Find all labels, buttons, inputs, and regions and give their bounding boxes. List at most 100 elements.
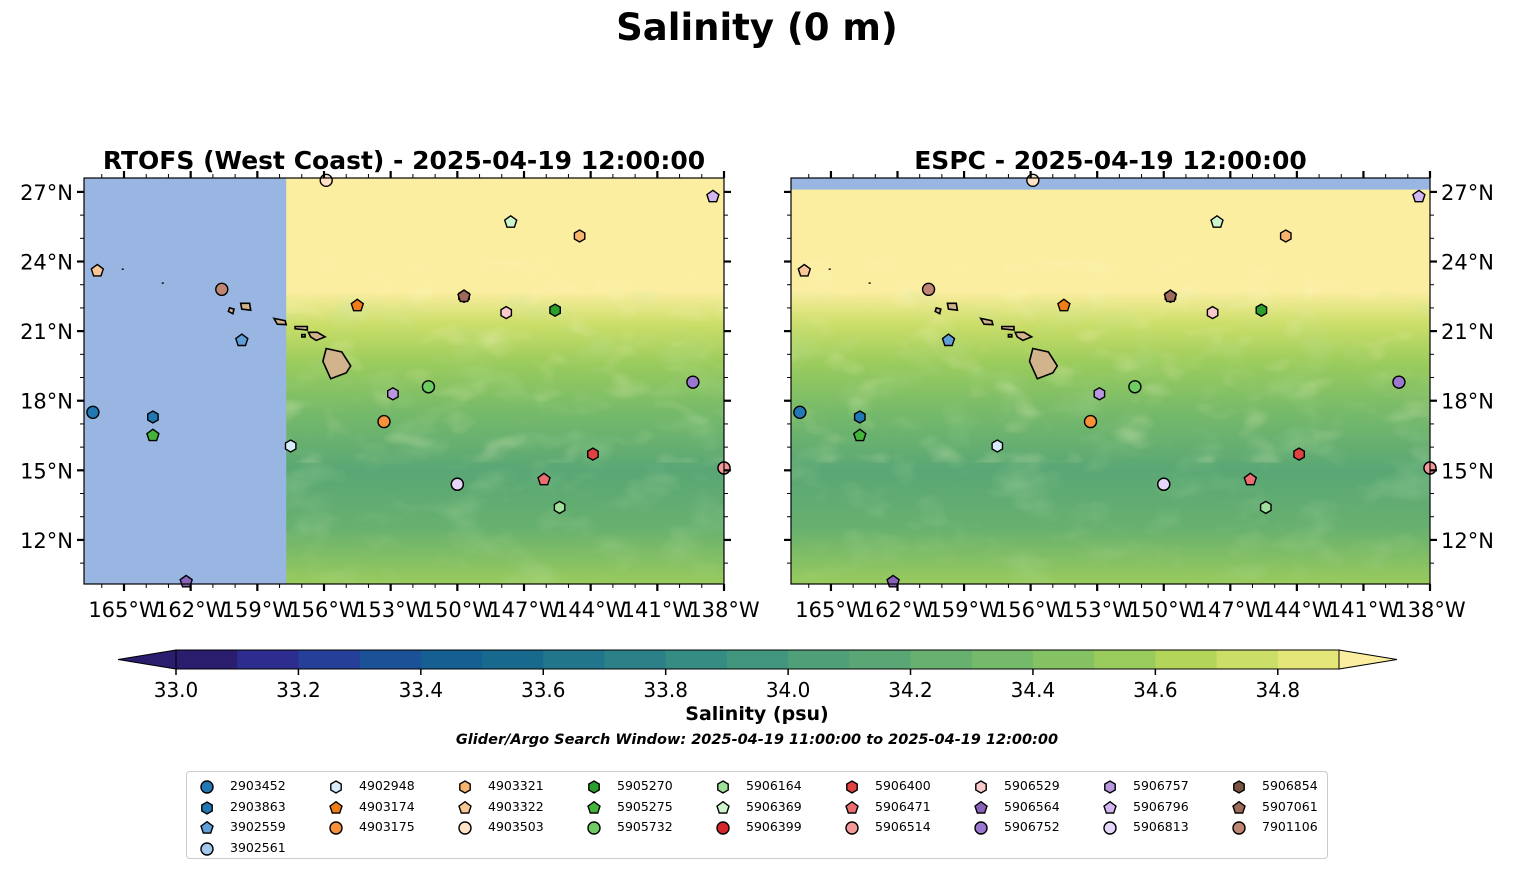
- pentagon-marker-icon: [1232, 800, 1246, 814]
- xtick-label: 150°W: [422, 598, 494, 622]
- xtick-label: 147°W: [1195, 598, 1267, 622]
- legend-marker-2903452: [200, 780, 214, 794]
- land-island: [1028, 347, 1059, 380]
- obs-marker-4903174: [1057, 298, 1071, 312]
- colorbar-tick-label: 34.0: [766, 678, 811, 702]
- obs-marker-5906369: [503, 214, 518, 228]
- legend-label: 5906854: [1262, 778, 1318, 793]
- land-island: [294, 325, 309, 331]
- legend-marker-3902559: [200, 821, 214, 834]
- land-island: [227, 306, 235, 315]
- obs-marker-4903175: [1083, 414, 1098, 429]
- circle-marker-icon: [458, 821, 472, 835]
- obs-marker-4903503: [1026, 173, 1040, 188]
- colorbar-bin: [849, 650, 912, 669]
- ytick-label: 15°N: [1441, 459, 1494, 483]
- xtick-label: 138°W: [1394, 598, 1466, 622]
- legend-label: 2903863: [230, 798, 286, 814]
- colorbar-tick-label: 34.2: [888, 678, 933, 702]
- colorbar-tick-label: 34.8: [1256, 678, 1301, 702]
- pentagon-marker-icon: [587, 800, 601, 814]
- legend-label: 4903322: [488, 798, 544, 814]
- legend-marker-5906164: [717, 780, 729, 794]
- legend-marker-4903174: [329, 800, 343, 814]
- colorbar-tick-label: 33.8: [643, 678, 688, 702]
- ytick-label: 18°N: [20, 390, 73, 414]
- obs-marker-7901106: [921, 282, 936, 297]
- pentagon-marker-icon: [329, 800, 343, 814]
- colorbar-bin: [420, 650, 483, 669]
- ytick-label: 27°N: [1441, 181, 1494, 205]
- xtick-label: 150°W: [1128, 598, 1200, 622]
- obs-marker-3902559: [941, 333, 956, 347]
- hexagon-marker-icon: [201, 800, 213, 815]
- colorbar-tick-label: 33.2: [276, 678, 321, 702]
- obs-marker-4903322: [90, 263, 105, 277]
- land-island: [272, 317, 288, 326]
- hexagon-marker-icon: [588, 780, 600, 794]
- legend-label: 5906514: [875, 819, 931, 835]
- hexagon-marker-icon: [459, 780, 471, 794]
- legend-marker-5906813: [1103, 821, 1117, 835]
- ytick-label: 24°N: [20, 251, 73, 275]
- colorbar-bin: [1032, 650, 1095, 669]
- colorbar-extend-low: [117, 649, 177, 670]
- obs-marker-5906813: [1157, 477, 1171, 491]
- legend-label: 4903174: [359, 798, 415, 814]
- legend: 2903452 2903863 3902559 3902561 4902948 49031…: [186, 771, 1328, 859]
- colorbar-bin: [1277, 650, 1340, 669]
- pentagon-marker-icon: [974, 800, 988, 814]
- pentagon-marker-icon: [845, 800, 859, 814]
- legend-label: 4902948: [359, 778, 415, 793]
- legend-marker-4903503: [458, 821, 472, 835]
- circle-marker-icon: [974, 821, 988, 835]
- legend-label: 5906757: [1133, 778, 1189, 793]
- land-island: [946, 302, 959, 312]
- circle-marker-icon: [716, 821, 730, 835]
- legend-marker-3902561: [200, 842, 214, 856]
- obs-marker-5906471: [537, 472, 551, 486]
- colorbar-tick-label: 34.6: [1133, 678, 1178, 702]
- legend-marker-5905270: [588, 780, 600, 794]
- circle-marker-icon: [587, 821, 601, 835]
- obs-marker-5906796: [706, 189, 720, 203]
- legend-label: 4903503: [488, 819, 544, 835]
- hexagon-marker-icon: [717, 780, 729, 794]
- xtick-label: 159°W: [928, 598, 1000, 622]
- legend-label: 5906471: [875, 798, 931, 814]
- obs-marker-4903321: [573, 229, 586, 243]
- ytick-label: 21°N: [1441, 320, 1494, 344]
- circle-marker-icon: [1103, 821, 1117, 835]
- figure-title: Salinity (0 m): [616, 6, 898, 49]
- legend-marker-4903321: [459, 780, 471, 794]
- legend-label: 5906813: [1133, 819, 1189, 835]
- legend-marker-5905732: [587, 821, 601, 835]
- colorbar-bin: [665, 650, 728, 669]
- legend-marker-4903175: [329, 821, 343, 835]
- obs-marker-5906164: [553, 500, 566, 515]
- legend-label: 5906529: [1004, 778, 1060, 793]
- obs-marker-5905732: [421, 380, 436, 394]
- xtick-label: 147°W: [488, 598, 560, 622]
- legend-label: 5905732: [617, 819, 673, 835]
- obs-marker-5906400: [1293, 447, 1306, 461]
- salinity-field: [84, 178, 724, 584]
- legend-marker-2903863: [201, 800, 213, 815]
- legend-marker-4902948: [330, 780, 342, 794]
- search-window-text: Glider/Argo Search Window: 2025-04-19 11…: [455, 732, 1059, 748]
- legend-marker-5906564: [974, 800, 988, 814]
- obs-marker-5906164: [1259, 500, 1272, 515]
- ytick-label: 12°N: [1441, 529, 1494, 553]
- map-panel-rtofs: RTOFS (West Coast) - 2025-04-19 12:00:00…: [20, 146, 760, 622]
- ytick-label: 21°N: [20, 320, 73, 344]
- pentagon-marker-icon: [1103, 800, 1117, 814]
- obs-marker-5905270: [549, 303, 561, 318]
- colorbar-tick-label: 33.0: [154, 678, 199, 702]
- obs-marker-5907061: [457, 289, 471, 303]
- colorbar-bin: [726, 650, 789, 669]
- legend-label: 3902559: [230, 819, 286, 835]
- circle-marker-icon: [200, 780, 214, 794]
- xtick-label: 165°W: [88, 598, 160, 622]
- legend-label: 5906369: [746, 798, 802, 814]
- ytick-label: 24°N: [1441, 251, 1494, 275]
